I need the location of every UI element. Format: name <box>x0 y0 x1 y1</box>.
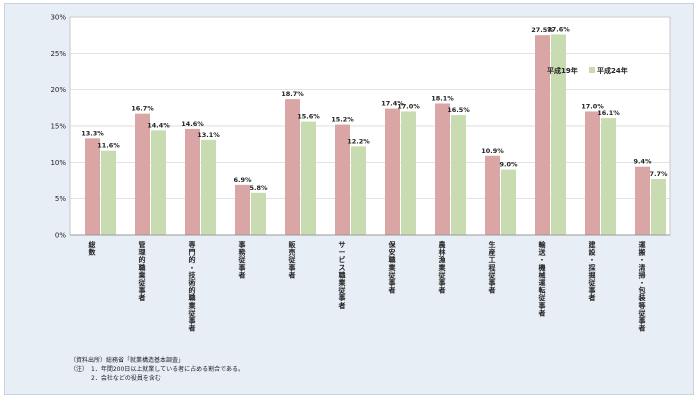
x-tick-label: サービス職業従事者 <box>338 241 347 310</box>
bar <box>201 139 216 235</box>
y-tick-label: 25% <box>50 50 66 58</box>
x-tick-label: 保安職業従事者 <box>388 240 397 295</box>
bar <box>235 184 250 235</box>
bar <box>435 103 450 236</box>
y-tick-label: 20% <box>50 86 66 94</box>
data-label: 15.2% <box>331 116 354 124</box>
footnote-1: （注） 1．年間200日以上就業している者に占める割合である。 <box>70 366 245 373</box>
bar <box>135 113 150 235</box>
y-tick-label: 0% <box>55 232 66 240</box>
x-tick-label: 事務従事者 <box>238 240 247 279</box>
bar <box>101 150 116 235</box>
data-label: 15.6% <box>297 113 320 121</box>
legend-label: 平成19年 <box>547 66 578 75</box>
data-label: 16.1% <box>597 109 620 117</box>
bar <box>301 121 316 235</box>
y-tick-label: 5% <box>55 195 66 203</box>
bar <box>585 111 600 235</box>
data-label: 6.9% <box>233 176 252 184</box>
data-label: 17.0% <box>581 102 604 110</box>
data-label: 18.7% <box>281 90 304 98</box>
x-tick-label: 農林漁業従事者 <box>438 240 447 295</box>
legend-swatch <box>589 67 595 73</box>
bar <box>401 111 416 235</box>
footnote-2: 2．会社などの役員を含む <box>91 375 161 382</box>
data-label: 11.6% <box>97 142 120 150</box>
y-tick-label: 10% <box>50 159 66 167</box>
x-tick-label: 生産工程従事者 <box>488 240 497 295</box>
chart-notes: （資料出所）総務省「就業構造基本調査」 （注） 1．年間200日以上就業している… <box>70 356 244 383</box>
data-label: 13.1% <box>197 131 220 139</box>
bar <box>601 118 616 235</box>
data-label: 16.7% <box>131 105 154 113</box>
bar <box>651 179 666 235</box>
bar <box>251 192 266 235</box>
x-tick-label: 建設・採掘従事者 <box>588 240 597 302</box>
y-tick-label: 30% <box>50 14 66 22</box>
y-tick-label: 15% <box>50 123 66 131</box>
x-tick-label: 販売従事者 <box>288 240 297 279</box>
data-label: 7.7% <box>649 170 668 178</box>
data-label: 9.4% <box>633 158 652 166</box>
data-label: 17.0% <box>397 102 420 110</box>
x-tick-label: 専門的・技術的職業従事者 <box>188 240 197 333</box>
data-label: 14.6% <box>181 120 204 128</box>
data-label: 18.1% <box>431 94 454 102</box>
bar <box>335 124 350 235</box>
data-label: 27.6% <box>547 25 570 33</box>
bar <box>485 155 500 235</box>
bar <box>635 166 650 235</box>
bar <box>501 169 516 235</box>
source-note: （資料出所）総務省「就業構造基本調査」 <box>70 357 185 364</box>
data-label: 27.5% <box>531 26 554 34</box>
bar <box>535 35 550 235</box>
data-label: 16.5% <box>447 106 470 114</box>
legend-swatch <box>539 67 545 73</box>
bar <box>151 130 166 235</box>
data-label: 13.3% <box>81 129 104 137</box>
x-tick-label: 管理的職業従事者 <box>138 240 147 302</box>
bar <box>385 108 400 235</box>
x-tick-label: 運搬・清掃・包装等従事者 <box>638 240 647 333</box>
x-tick-label: 総数 <box>89 240 97 257</box>
bar <box>185 128 200 235</box>
data-label: 5.8% <box>249 184 268 192</box>
legend-label: 平成24年 <box>597 66 628 75</box>
data-label: 12.2% <box>347 137 370 145</box>
bar <box>451 115 466 235</box>
data-label: 14.4% <box>147 121 170 129</box>
bar <box>85 138 100 235</box>
data-label: 17.4% <box>381 100 404 108</box>
x-tick-label: 輸送・機械運転従事者 <box>538 240 547 317</box>
bar <box>351 146 366 235</box>
bar <box>551 34 566 235</box>
bar <box>285 99 300 235</box>
data-label: 10.9% <box>481 147 504 155</box>
data-label: 9.0% <box>499 161 518 169</box>
